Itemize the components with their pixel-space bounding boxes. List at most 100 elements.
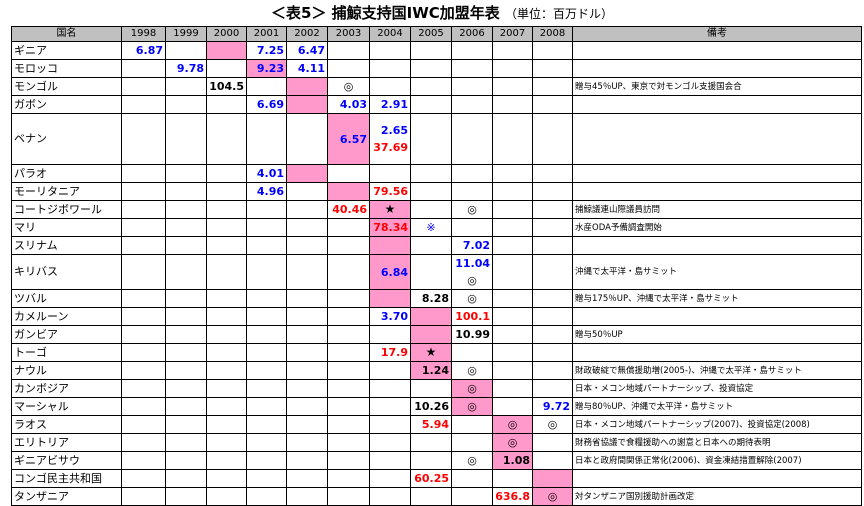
year-cell (327, 59, 370, 78)
year-cell (206, 236, 247, 255)
year-cell (246, 254, 287, 290)
year-cell (369, 41, 411, 60)
year-cell (532, 41, 573, 60)
aid-value: 6.87 (135, 44, 163, 57)
year-cell (532, 77, 573, 96)
aid-value: 11.04 (455, 257, 490, 270)
accession-year-cell: 1.24 (410, 361, 452, 380)
year-cell (206, 379, 247, 398)
year-cell: ◎ (532, 415, 573, 434)
year-cell (206, 451, 247, 470)
year-cell (410, 59, 452, 78)
year-cell (121, 254, 166, 290)
year-cell (410, 451, 452, 470)
year-cell: 4.03 (327, 95, 370, 114)
header-year: 2000 (206, 26, 247, 42)
star-icon: ★ (425, 345, 437, 359)
double-circle-icon: ◎ (467, 400, 477, 413)
note-cell: 水産ODA予備調査開始 (572, 218, 862, 237)
year-cell (327, 236, 370, 255)
year-cell (121, 164, 166, 183)
double-circle-icon: ◎ (547, 418, 558, 431)
aid-value: 78.34 (373, 221, 408, 234)
aid-value: 6.69 (256, 98, 284, 111)
year-cell: 4.01 (246, 164, 287, 183)
note-cell (572, 236, 862, 255)
accession-year-cell: 6.84 (369, 254, 411, 290)
country-name: モーリタニア (11, 182, 122, 201)
year-cell: ◎ (451, 361, 493, 380)
year-cell (206, 113, 247, 165)
reference-mark-icon: ※ (426, 221, 436, 234)
year-cell (286, 487, 328, 506)
table-row: トーゴ 17.9 ★ (11, 343, 862, 362)
table-row: ツバル 8.28 ◎ 贈与175％UP、沖縄で太平洋・島サミット (11, 289, 862, 308)
year-cell: 6.69 (246, 95, 287, 114)
header-year: 2007 (492, 26, 533, 42)
year-cell (286, 469, 328, 488)
year-cell (451, 343, 493, 362)
note-cell (572, 469, 862, 488)
year-cell: 4.96 (246, 182, 287, 201)
country-name: トーゴ (11, 343, 122, 362)
year-cell (327, 379, 370, 398)
accession-year-cell: ◎ (451, 397, 493, 416)
aid-value: 2.65 (380, 124, 408, 137)
double-circle-icon: ◎ (467, 364, 477, 377)
table-row: パラオ 4.01 (11, 164, 862, 183)
note-cell: 贈与45％UP、東京で対モンゴル支援国会合 (572, 77, 862, 96)
year-cell (246, 451, 287, 470)
accession-year-cell (532, 469, 573, 488)
table-row: カンボジア ◎ 日本・メコン地域パートナーシップ、投資協定 (11, 379, 862, 398)
year-cell: 11.04 ◎ (451, 254, 493, 290)
year-cell (121, 487, 166, 506)
year-cell (121, 95, 166, 114)
year-cell: ◎ (451, 451, 493, 470)
year-cell: 4.11 (286, 59, 328, 78)
double-circle-icon: ◎ (467, 203, 477, 216)
year-cell (206, 254, 247, 290)
year-cell (206, 397, 247, 416)
year-cell (246, 218, 287, 237)
accession-year-cell: ◎ (492, 415, 533, 434)
year-cell (165, 325, 207, 344)
year-cell (532, 379, 573, 398)
year-cell: 2.91 (369, 95, 411, 114)
table-row: マリ 78.34 ※ 水産ODA予備調査開始 (11, 218, 862, 237)
accession-year-cell (410, 325, 452, 344)
year-cell (206, 415, 247, 434)
year-cell (286, 200, 328, 219)
note-cell (572, 95, 862, 114)
note-cell: 財政破綻で無償援助増(2005-)、沖縄で太平洋・島サミット (572, 361, 862, 380)
year-cell (369, 469, 411, 488)
year-cell (165, 113, 207, 165)
year-cell (327, 307, 370, 326)
table-row: ベナン 6.57 2.65 37.69 (11, 113, 862, 165)
table-row: マーシャル 10.26 ◎ 9.72 贈与80％UP、沖縄で太平洋・島サミット (11, 397, 862, 416)
year-cell (451, 113, 493, 165)
table-row: モンゴル 104.5 ◎ 贈与45％UP、東京で対モンゴル支援国会合 (11, 77, 862, 96)
year-cell (286, 289, 328, 308)
country-name: ラオス (11, 415, 122, 434)
year-cell (286, 254, 328, 290)
year-cell (165, 236, 207, 255)
aid-value: 1.24 (421, 364, 449, 377)
year-cell (369, 451, 411, 470)
year-cell (532, 59, 573, 78)
aid-value: 6.47 (297, 44, 325, 57)
year-cell (246, 379, 287, 398)
double-circle-icon: ◎ (467, 454, 477, 467)
year-cell (327, 397, 370, 416)
aid-value: 8.28 (421, 292, 449, 305)
year-cell (369, 379, 411, 398)
year-cell (451, 182, 493, 201)
table-row: ラオス 5.94 ◎ ◎ 日本・メコン地域パートナーシップ(2007)、投資協定(200… (11, 415, 862, 434)
year-cell (410, 113, 452, 165)
year-cell (286, 415, 328, 434)
note-cell (572, 307, 862, 326)
header-year: 2004 (369, 26, 411, 42)
year-cell (532, 113, 573, 165)
aid-value: 4.11 (297, 62, 325, 75)
year-cell (327, 289, 370, 308)
year-cell (532, 361, 573, 380)
